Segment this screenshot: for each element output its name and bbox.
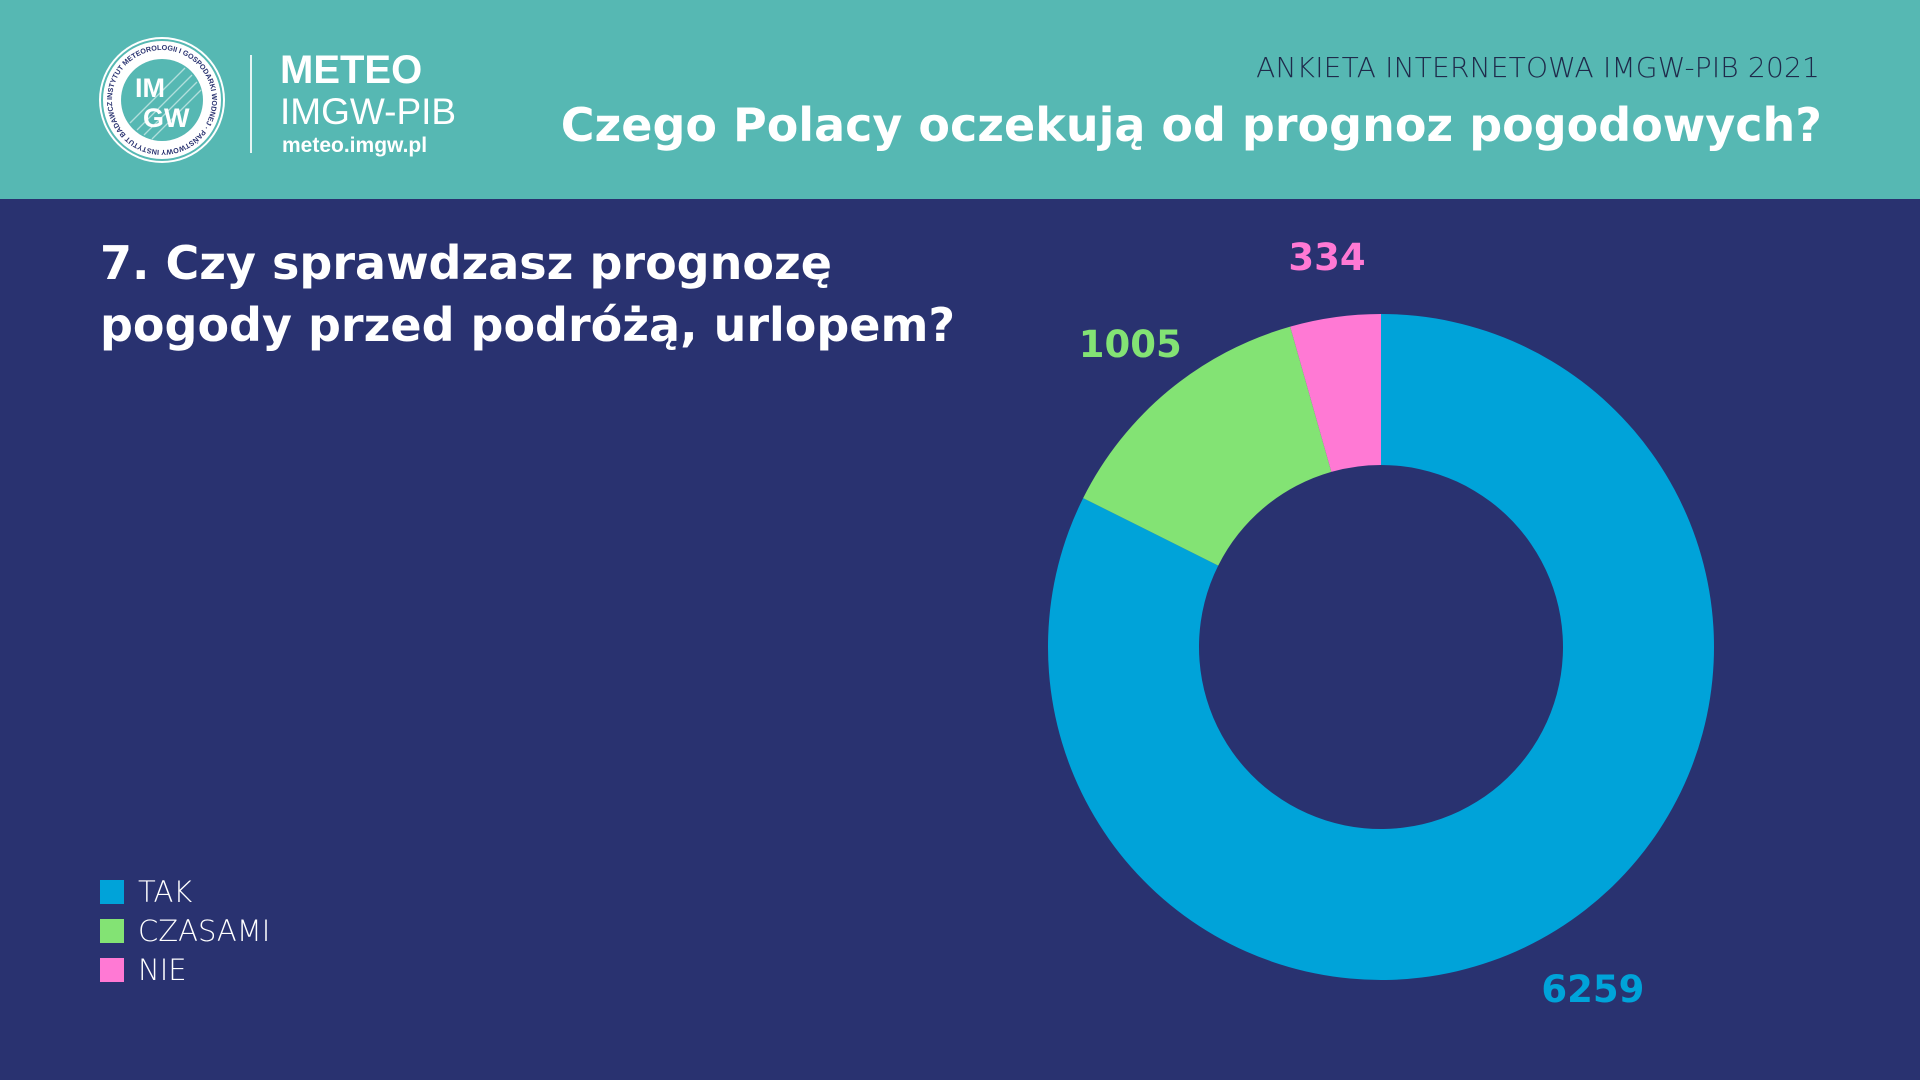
- survey-label: ANKIETA INTERNETOWA IMGW-PIB 2021: [1256, 51, 1820, 84]
- data-label-tak: 6259: [1541, 968, 1645, 1012]
- legend-swatch: [100, 879, 124, 904]
- legend-item-tak: TAK: [100, 872, 270, 911]
- imgw-seal-logo: INSTYTUT METEOROLOGII I GOSPODARKI WODNE…: [97, 35, 225, 163]
- seal-monogram-bottom: GW: [143, 103, 190, 133]
- legend-swatch: [100, 957, 124, 982]
- brand-url: meteo.imgw.pl: [282, 134, 428, 157]
- donut-slice-nie: [1290, 314, 1381, 472]
- legend-item-czasami: CZASAMI: [100, 911, 270, 950]
- legend-swatch: [100, 918, 124, 943]
- legend-label: TAK: [138, 874, 193, 909]
- data-label-nie: 334: [1288, 236, 1366, 280]
- chart-title: 7. Czy sprawdzasz prognozę pogody przed …: [100, 236, 956, 352]
- main-title: Czego Polacy oczekują od prognoz pogodow…: [560, 98, 1822, 152]
- data-label-czasami: 1005: [1078, 322, 1182, 366]
- legend-item-nie: NIE: [100, 950, 270, 989]
- legend-label: NIE: [138, 952, 187, 987]
- brand-name: METEO: [280, 48, 423, 92]
- logo-divider: [250, 55, 252, 153]
- brand-subtitle: IMGW-PIB: [280, 91, 457, 132]
- donut-slice-tak: [1048, 314, 1714, 981]
- donut-slice-czasami: [1083, 326, 1332, 566]
- header-bar: INSTYTUT METEOROLOGII I GOSPODARKI WODNE…: [0, 0, 1920, 199]
- legend-label: CZASAMI: [138, 913, 271, 948]
- legend: TAK CZASAMI NIE: [100, 872, 270, 989]
- seal-monogram-top: IM: [135, 73, 165, 103]
